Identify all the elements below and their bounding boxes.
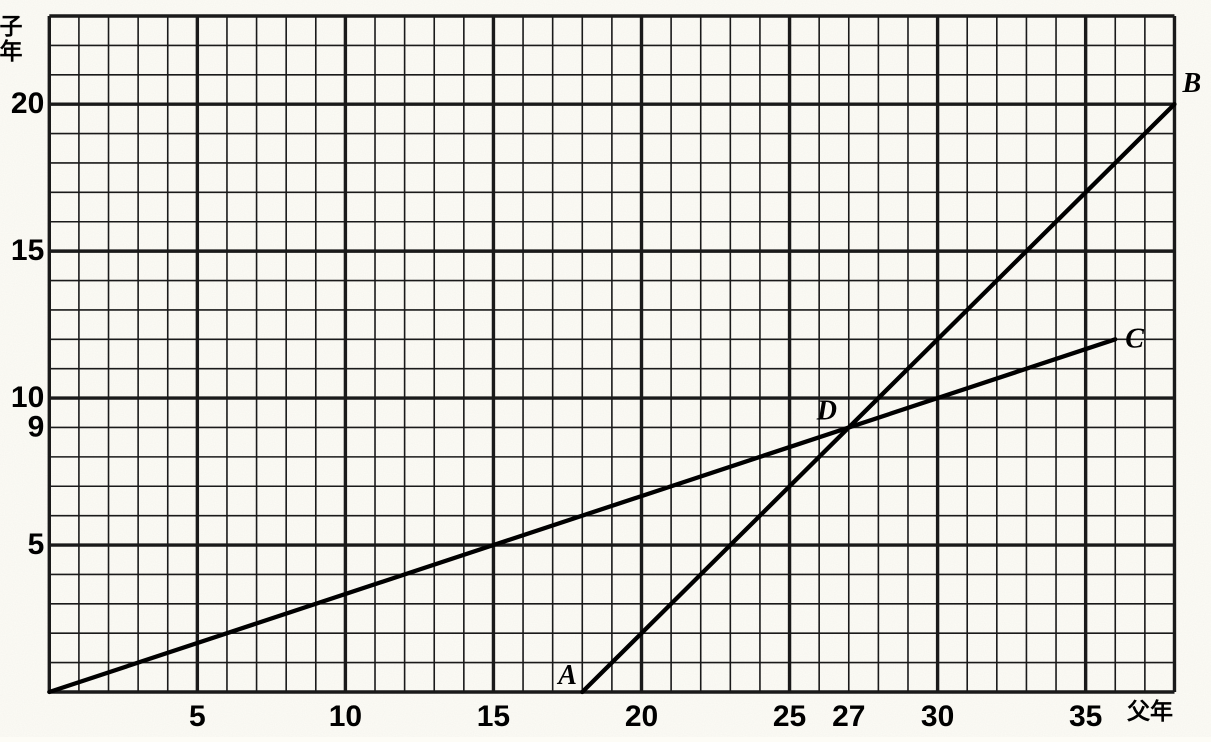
svg-text:27: 27 (832, 700, 865, 733)
svg-text:5: 5 (189, 700, 206, 733)
svg-text:A: A (556, 660, 577, 691)
svg-text:35: 35 (1069, 700, 1102, 733)
svg-text:10: 10 (329, 700, 362, 733)
svg-text:15: 15 (477, 700, 510, 733)
svg-text:年: 年 (0, 38, 23, 64)
svg-text:B: B (1181, 68, 1201, 99)
svg-text:10: 10 (11, 381, 44, 414)
svg-text:C: C (1125, 323, 1144, 354)
svg-text:15: 15 (11, 234, 44, 267)
svg-text:20: 20 (11, 87, 44, 120)
svg-text:30: 30 (921, 700, 954, 733)
svg-text:20: 20 (625, 700, 658, 733)
svg-text:5: 5 (28, 528, 45, 561)
svg-text:父年: 父年 (1127, 698, 1173, 724)
svg-text:25: 25 (773, 700, 806, 733)
svg-text:D: D (816, 395, 837, 426)
svg-text:子: 子 (0, 13, 23, 39)
svg-text:9: 9 (28, 410, 45, 443)
